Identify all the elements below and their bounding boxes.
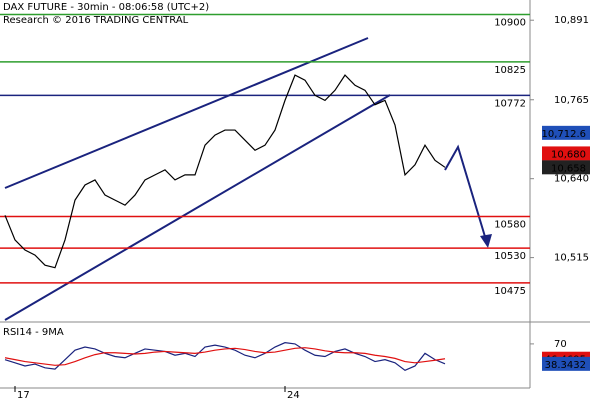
x-tick-label: 17 <box>17 390 30 400</box>
arrow-head <box>480 234 492 248</box>
y-tick-label: 10,891 <box>554 15 589 26</box>
series-line <box>4 347 446 366</box>
price-marker-label: 38.3432 <box>545 360 586 371</box>
rsi-title: RSI14 - 9MA <box>3 327 64 338</box>
price-marker <box>542 160 590 175</box>
price-marker <box>542 146 590 161</box>
price-marker-label: 10,658 <box>551 163 586 174</box>
y-tick-label: 70 <box>554 339 567 350</box>
projection-arrow <box>444 144 487 241</box>
y-tick-label: 10,765 <box>554 95 589 106</box>
price-marker-label: 10,712.6 <box>541 129 586 140</box>
y-tick-label: 10,515 <box>554 253 589 264</box>
level-label: 10475 <box>494 286 526 297</box>
series-line <box>4 74 446 269</box>
trend-line <box>4 37 369 189</box>
level-label: 10580 <box>494 220 526 231</box>
chart-title: DAX FUTURE - 30min - 08:06:58 (UTC+2) <box>3 2 209 13</box>
level-label: 10900 <box>494 18 526 29</box>
x-tick-label: 24 <box>287 390 300 400</box>
level-label: 10825 <box>494 65 526 76</box>
price-marker <box>542 125 590 140</box>
level-label: 10530 <box>494 251 526 262</box>
y-tick-label: 10,640 <box>554 174 589 185</box>
series-line <box>4 342 446 372</box>
chart-subtitle: Research © 2016 TRADING CENTRAL <box>3 15 189 26</box>
level-label: 10772 <box>494 98 526 109</box>
price-marker-label: 10,680 <box>551 149 586 160</box>
price-marker <box>542 356 590 371</box>
